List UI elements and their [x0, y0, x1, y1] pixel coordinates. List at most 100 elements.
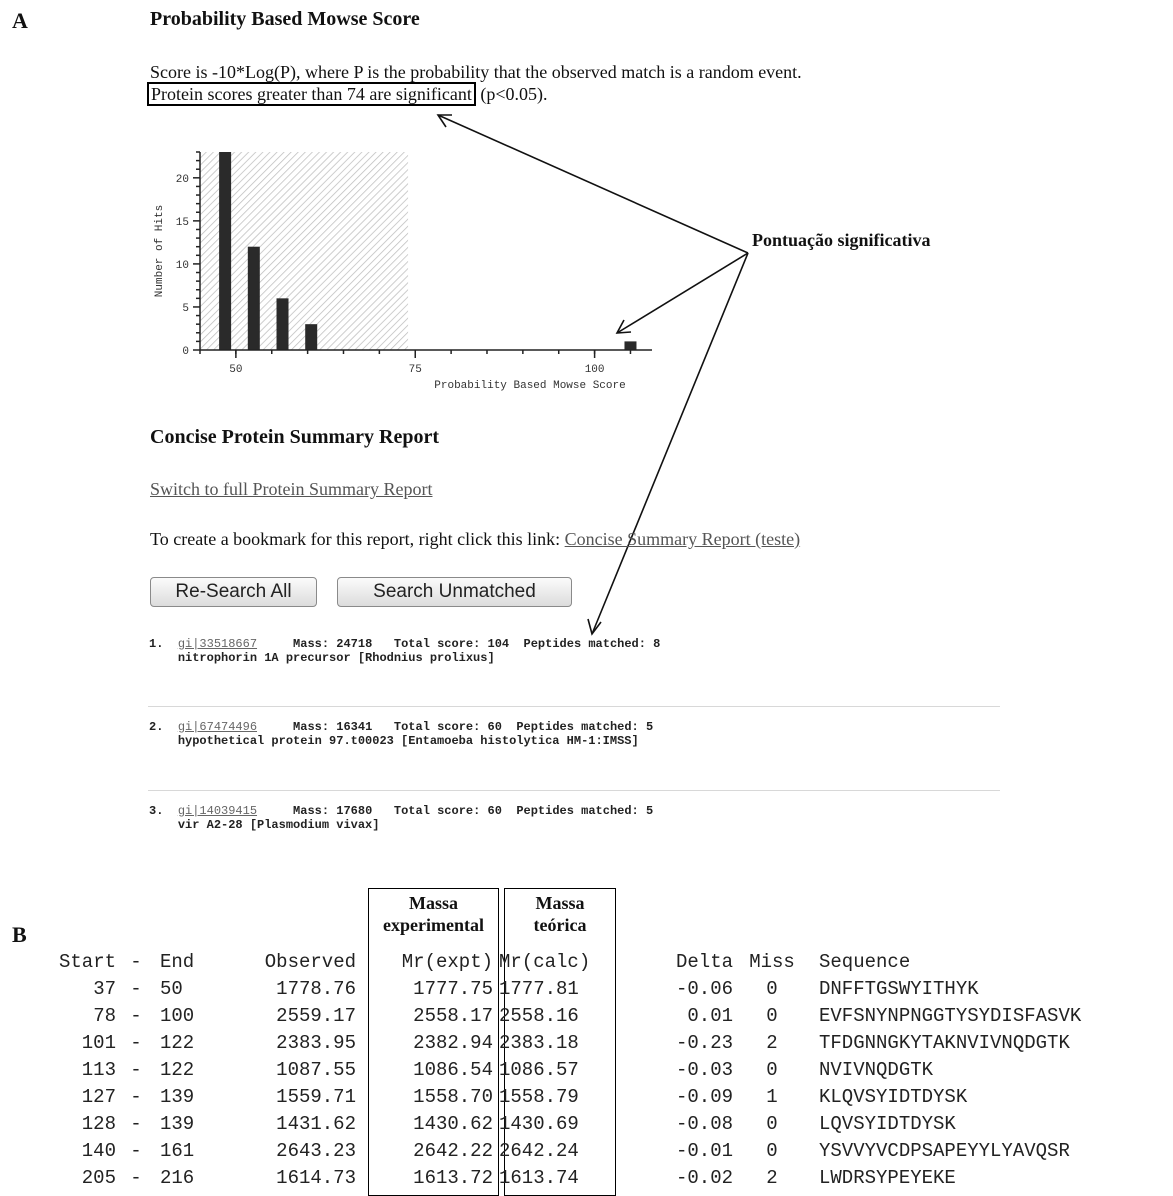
- hit-accession-link[interactable]: gi|33518667: [177, 637, 258, 651]
- hit-accession-link[interactable]: gi|14039415: [177, 804, 258, 818]
- cell-mr-calc: 1613.74: [499, 1166, 579, 1189]
- panel-b-letter: B: [12, 922, 27, 947]
- histogram-bar: [247, 246, 260, 350]
- cell-mr-expt: 1086.54: [413, 1058, 493, 1081]
- cell-delta: -0.06: [675, 977, 733, 1000]
- cell-mr-calc: 1086.57: [499, 1058, 579, 1081]
- cell-dash: -: [130, 1058, 142, 1081]
- cell-delta: -0.09: [675, 1085, 733, 1108]
- cell-end: 139: [160, 1112, 195, 1135]
- cell-end: 50: [160, 977, 183, 1000]
- significance-annotation: Pontuação significativa: [752, 230, 931, 250]
- concise-report-link[interactable]: Concise Summary Report (teste): [564, 529, 801, 549]
- header-sequence: Sequence: [819, 950, 911, 973]
- y-tick-label: 10: [176, 260, 189, 272]
- cell-sequence: NVIVNQDGTK: [819, 1058, 934, 1081]
- cell-delta: -0.01: [675, 1139, 733, 1162]
- histogram-bar: [219, 152, 232, 350]
- cell-end: 122: [160, 1031, 195, 1054]
- bookmark-text: To create a bookmark for this report, ri…: [150, 529, 565, 549]
- table-row: 128-139 1431.62 1430.62 1430.69 -0.08 0 LQVSYI…: [44, 1110, 1151, 1137]
- y-tick-label: 5: [182, 303, 189, 315]
- cell-start: 128: [81, 1112, 116, 1135]
- table-row: 101-122 2383.95 2382.94 2383.18 -0.23 2 TFDGNN…: [44, 1029, 1151, 1056]
- cell-start: 127: [81, 1085, 116, 1108]
- hit-description: hypothetical protein 97.t00023 [Entamoeb…: [177, 734, 639, 748]
- cell-observed: 1559.71: [276, 1085, 356, 1108]
- peptides-label: Peptides matched:: [516, 804, 639, 818]
- cell-mr-calc: 1558.79: [499, 1085, 579, 1108]
- peptides-label: Peptides matched:: [523, 637, 646, 651]
- arrow-head-1: [436, 114, 452, 128]
- table-row: 37-50 1778.76 1777.75 1777.81 -0.06 0 DNFFTGSW…: [44, 975, 1151, 1002]
- score-label: Total score:: [393, 804, 481, 818]
- hit-mass: 17680: [336, 804, 373, 818]
- hit-score: 60: [487, 720, 502, 734]
- histogram-bar: [305, 324, 318, 350]
- header-end: End: [160, 950, 195, 973]
- cell-observed: 1431.62: [276, 1112, 356, 1135]
- cell-dash: -: [130, 1031, 142, 1054]
- cell-observed: 1614.73: [276, 1166, 356, 1189]
- x-tick-label: 50: [229, 364, 242, 376]
- cell-miss: 0: [766, 977, 778, 1000]
- table-row: 113-122 1087.55 1086.54 1086.57 -0.03 0 NVIVNQ…: [44, 1056, 1151, 1083]
- header-miss: Miss: [749, 950, 795, 973]
- histogram-bar: [276, 298, 289, 350]
- cell-delta: 0.01: [687, 1004, 733, 1027]
- score-definition: Score is -10*Log(P), where P is the prob…: [150, 62, 802, 82]
- arrow-head-3: [587, 618, 602, 636]
- cell-start: 101: [81, 1031, 116, 1054]
- cell-mr-expt: 1430.62: [413, 1112, 493, 1135]
- cell-mr-calc: 1777.81: [499, 977, 579, 1000]
- re-search-all-button[interactable]: Re-Search All: [150, 577, 317, 607]
- hit-mass: 24718: [336, 637, 373, 651]
- cell-miss: 2: [766, 1031, 778, 1054]
- cell-start: 78: [93, 1004, 116, 1027]
- hit-divider: [148, 706, 1000, 707]
- cell-miss: 0: [766, 1058, 778, 1081]
- hit-row: 3. gi|14039415 Mass: 17680 Total score: …: [149, 804, 653, 832]
- panel-a-letter: A: [12, 8, 28, 33]
- cell-end: 216: [160, 1166, 195, 1189]
- cell-mr-calc: 2558.16: [499, 1004, 579, 1027]
- table-row: 140-161 2643.23 2642.22 2642.24 -0.01 0 YSVVYV…: [44, 1137, 1151, 1164]
- cell-end: 122: [160, 1058, 195, 1081]
- cell-sequence: YSVVYVCDPSAPEYYLYAVQSR: [819, 1139, 1070, 1162]
- peptides-label: Peptides matched:: [516, 720, 639, 734]
- experimental-mass-label: Massa experimental: [368, 892, 499, 936]
- cell-mr-expt: 2642.22: [413, 1139, 493, 1162]
- y-tick-label: 20: [176, 174, 189, 186]
- x-axis-label: Probability Based Mowse Score: [434, 380, 625, 392]
- search-unmatched-button[interactable]: Search Unmatched: [337, 577, 572, 607]
- cell-observed: 1778.76: [276, 977, 356, 1000]
- cell-delta: -0.03: [675, 1058, 733, 1081]
- y-tick-label: 0: [182, 346, 189, 358]
- arrow-to-top-bar: [616, 252, 749, 334]
- cell-delta: -0.02: [675, 1166, 733, 1189]
- cell-sequence: LQVSYIDTDYSK: [819, 1112, 956, 1135]
- peptide-table: Start - End Observed Mr(expt) Mr(calc) Delta Mi…: [44, 948, 1151, 1191]
- cell-miss: 0: [766, 1139, 778, 1162]
- hit-peptides: 5: [645, 720, 654, 734]
- cell-start: 140: [81, 1139, 116, 1162]
- cell-mr-expt: 1558.70: [413, 1085, 493, 1108]
- hit-accession-link[interactable]: gi|67474496: [177, 720, 258, 734]
- cell-end: 161: [160, 1139, 195, 1162]
- arrow-head-2: [615, 319, 632, 334]
- cell-start: 113: [81, 1058, 116, 1081]
- mass-label: Mass:: [293, 637, 330, 651]
- switch-full-report-link[interactable]: Switch to full Protein Summary Report: [150, 479, 433, 499]
- header-observed: Observed: [264, 950, 356, 973]
- cell-observed: 2559.17: [276, 1004, 356, 1027]
- cell-mr-expt: 2382.94: [413, 1031, 493, 1054]
- cell-dash: -: [130, 1112, 142, 1135]
- histogram-bar: [624, 341, 637, 350]
- table-row: 127-139 1559.71 1558.70 1558.79 -0.09 1 KLQVSY…: [44, 1083, 1151, 1110]
- hit-score: 104: [487, 637, 510, 651]
- cell-observed: 1087.55: [276, 1058, 356, 1081]
- insignificant-region: [200, 152, 409, 350]
- hit-peptides: 5: [645, 804, 654, 818]
- cell-sequence: DNFFTGSWYITHYK: [819, 977, 979, 1000]
- table-row: 205-216 1614.73 1613.72 1613.74 -0.02 2 LWDRSY…: [44, 1164, 1151, 1191]
